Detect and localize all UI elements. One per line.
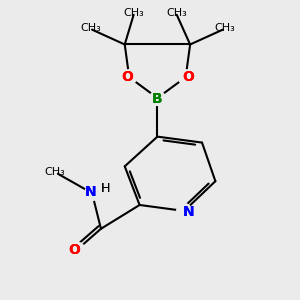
Circle shape (85, 186, 100, 200)
Text: H: H (101, 182, 110, 195)
Text: N: N (85, 184, 96, 199)
Text: B: B (152, 92, 163, 106)
Text: O: O (68, 243, 80, 256)
Text: CH₃: CH₃ (80, 23, 101, 33)
Circle shape (178, 70, 193, 85)
Text: CH₃: CH₃ (214, 23, 235, 33)
Text: O: O (182, 70, 194, 84)
Text: CH₃: CH₃ (167, 8, 187, 18)
Text: CH₃: CH₃ (123, 8, 144, 18)
Text: N: N (183, 206, 194, 219)
Text: N: N (85, 184, 96, 199)
Text: O: O (68, 243, 80, 256)
Text: O: O (182, 70, 194, 84)
Circle shape (177, 203, 192, 218)
Text: H: H (101, 182, 110, 195)
Text: B: B (152, 92, 163, 106)
Text: O: O (121, 70, 133, 84)
Text: O: O (121, 70, 133, 84)
Text: CH₃: CH₃ (44, 167, 65, 177)
Text: N: N (183, 206, 194, 219)
Circle shape (122, 70, 136, 85)
Circle shape (70, 242, 85, 257)
Circle shape (150, 91, 165, 105)
